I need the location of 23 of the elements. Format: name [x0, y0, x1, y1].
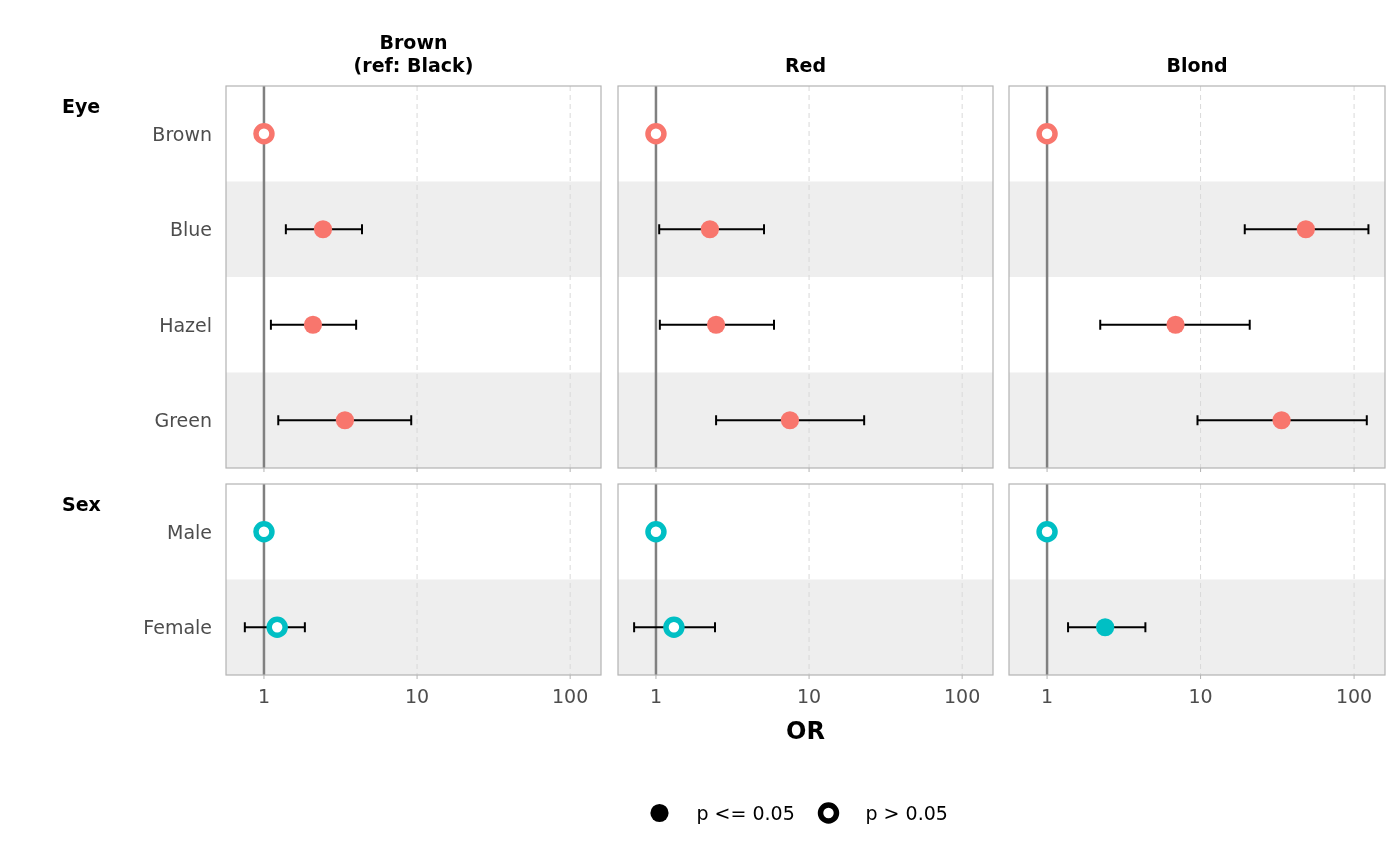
y-axis-title: Sex	[62, 493, 101, 515]
x-axis-title: OR	[786, 717, 825, 745]
text: p <= 0.05	[696, 802, 795, 824]
x-tick-label: 1	[649, 685, 663, 707]
x-tick-label: 10	[404, 685, 430, 707]
y-tick-label: Blue	[169, 218, 212, 241]
y-axis-title: Eye	[62, 95, 101, 117]
y-tick-label: Male	[166, 520, 212, 543]
x-tick-label: 10	[1188, 685, 1213, 707]
chart-title: Blond	[1166, 54, 1228, 76]
x-tick-label: 1	[257, 685, 271, 707]
y-tick-label: Brown	[152, 122, 212, 145]
x-tick-label: 100	[1335, 685, 1373, 707]
y-tick-label: Green	[154, 409, 212, 432]
y-tick-label: Hazel	[159, 313, 212, 336]
chart-title: Brown (ref: Black)	[353, 31, 474, 76]
x-tick-label: 100	[944, 685, 981, 707]
text: p > 0.05	[865, 802, 948, 824]
chart-title: Red	[784, 54, 827, 76]
x-tick-label: 10	[796, 685, 822, 707]
x-tick-label: 100	[552, 685, 589, 707]
x-tick-label: 1	[1041, 685, 1054, 707]
y-tick-label: Female	[143, 616, 212, 639]
